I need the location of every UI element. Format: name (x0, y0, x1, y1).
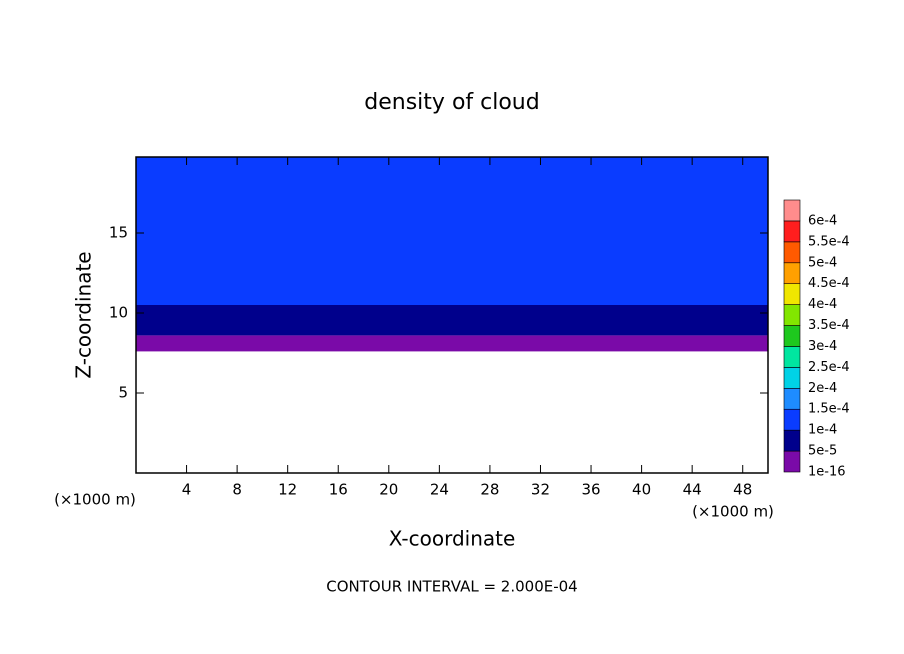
x-unit-label: (×1000 m) (692, 503, 774, 521)
colorbar-label: 5.5e-4 (808, 234, 850, 249)
colorbar-box (783, 450, 801, 473)
y-tick-label: 15 (109, 224, 128, 242)
colorbar-label: 1e-16 (808, 465, 846, 480)
colorbar-box (783, 199, 801, 222)
colorbar-label: 2e-4 (808, 381, 837, 396)
x-tick-label: 24 (430, 481, 449, 499)
chart-title: density of cloud (364, 90, 539, 115)
colorbar-box (783, 388, 801, 410)
colorbar-label: 5e-5 (808, 444, 837, 459)
contour-band (136, 335, 768, 352)
x-tick-label: 48 (733, 481, 752, 499)
colorbar-box (783, 346, 801, 368)
x-tick-label: 32 (531, 481, 550, 499)
x-tick-label: 40 (632, 481, 651, 499)
x-tick-label: 44 (683, 481, 702, 499)
y-tick-label: 10 (109, 304, 128, 322)
y-axis-label: Z-coordinate (72, 251, 96, 378)
x-tick-label: 16 (329, 481, 348, 499)
contour-band (136, 305, 768, 336)
colorbar-label: 6e-4 (808, 213, 837, 228)
colorbar-label: 1e-4 (808, 423, 837, 438)
x-axis-label: X-coordinate (389, 527, 516, 551)
x-tick-label: 4 (182, 481, 192, 499)
colorbar-label: 5e-4 (808, 255, 837, 270)
colorbar-box (783, 262, 801, 284)
colorbar-box (783, 429, 801, 452)
plot-frame (135, 156, 769, 474)
colorbar-box (783, 220, 801, 243)
x-tick-label: 20 (379, 481, 398, 499)
x-tick-label: 12 (278, 481, 297, 499)
y-tick-label: 5 (118, 384, 128, 402)
colorbar-label: 4.5e-4 (808, 276, 850, 291)
colorbar-box (783, 241, 801, 264)
colorbar-label: 3.5e-4 (808, 318, 850, 333)
footnote: CONTOUR INTERVAL = 2.000E-04 (326, 578, 577, 596)
colorbar-label: 2.5e-4 (808, 360, 850, 375)
colorbar-label: 3e-4 (808, 339, 837, 354)
colorbar-box (783, 367, 801, 389)
x-tick-label: 8 (232, 481, 242, 499)
y-unit-label: (×1000 m) (54, 491, 136, 509)
colorbar-label: 1.5e-4 (808, 402, 850, 417)
x-tick-label: 28 (480, 481, 499, 499)
colorbar-box (783, 325, 801, 347)
colorbar-label: 4e-4 (808, 297, 837, 312)
colorbar-box (783, 408, 801, 431)
x-tick-label: 36 (581, 481, 600, 499)
contour-band (136, 157, 768, 305)
colorbar-box (783, 304, 801, 326)
colorbar-box (783, 283, 801, 305)
